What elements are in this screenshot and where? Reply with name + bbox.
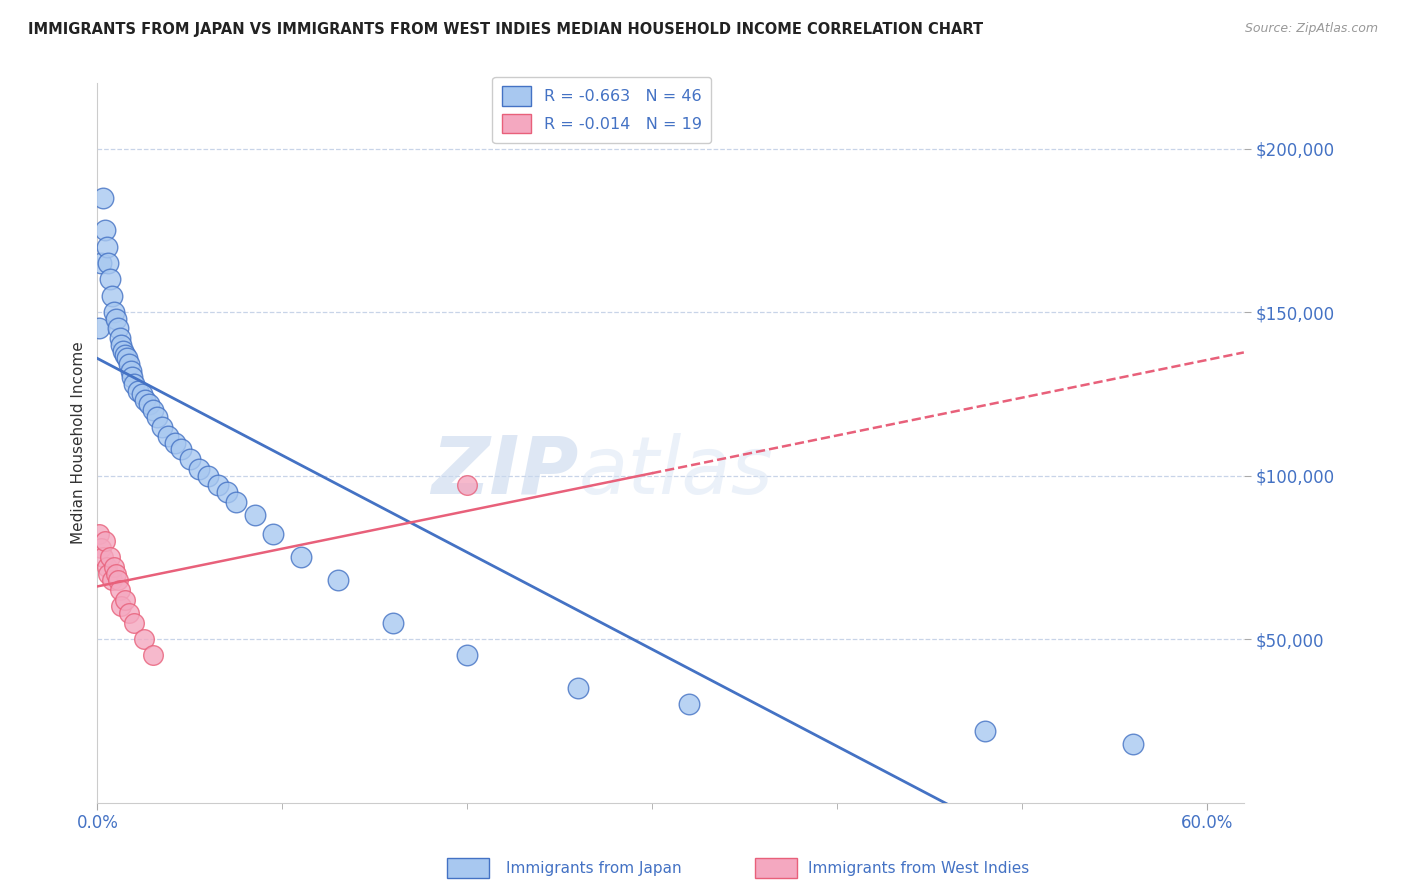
- Text: Immigrants from West Indies: Immigrants from West Indies: [808, 861, 1029, 876]
- Point: [131, 387, 153, 401]
- Point: [118, 358, 141, 372]
- Point: [456, 478, 478, 492]
- Point: [104, 311, 127, 326]
- Text: Immigrants from Japan: Immigrants from Japan: [506, 861, 682, 876]
- Point: [107, 573, 129, 587]
- Point: [98, 272, 121, 286]
- Y-axis label: Median Household Income: Median Household Income: [72, 342, 86, 544]
- Point: [96, 560, 118, 574]
- Point: [118, 606, 141, 620]
- Point: [101, 573, 124, 587]
- Point: [90, 541, 112, 555]
- Point: [290, 550, 312, 565]
- Point: [127, 384, 149, 398]
- Point: [91, 191, 114, 205]
- Point: [108, 582, 131, 597]
- Point: [89, 527, 111, 541]
- Point: [91, 550, 114, 565]
- Point: [382, 615, 405, 630]
- Point: [225, 495, 247, 509]
- Point: [107, 321, 129, 335]
- Point: [124, 377, 146, 392]
- Text: atlas: atlas: [579, 433, 773, 510]
- Point: [115, 351, 138, 365]
- Point: [262, 527, 284, 541]
- Point: [163, 436, 186, 450]
- Legend: R = -0.663   N = 46, R = -0.014   N = 19: R = -0.663 N = 46, R = -0.014 N = 19: [492, 77, 711, 143]
- Point: [89, 321, 111, 335]
- Point: [120, 364, 142, 378]
- Point: [108, 331, 131, 345]
- Point: [456, 648, 478, 663]
- Point: [142, 403, 165, 417]
- Point: [188, 462, 211, 476]
- Point: [207, 478, 229, 492]
- Point: [110, 338, 132, 352]
- Text: IMMIGRANTS FROM JAPAN VS IMMIGRANTS FROM WEST INDIES MEDIAN HOUSEHOLD INCOME COR: IMMIGRANTS FROM JAPAN VS IMMIGRANTS FROM…: [28, 22, 983, 37]
- Point: [97, 566, 120, 581]
- Point: [90, 256, 112, 270]
- Text: Source: ZipAtlas.com: Source: ZipAtlas.com: [1244, 22, 1378, 36]
- Point: [97, 256, 120, 270]
- Point: [114, 592, 136, 607]
- Point: [96, 240, 118, 254]
- Point: [215, 485, 238, 500]
- Point: [1122, 737, 1144, 751]
- Point: [142, 648, 165, 663]
- Point: [243, 508, 266, 522]
- Point: [132, 632, 155, 646]
- Point: [138, 397, 160, 411]
- Point: [326, 573, 349, 587]
- Point: [197, 468, 219, 483]
- Point: [145, 409, 167, 424]
- Point: [121, 370, 143, 384]
- Point: [567, 681, 589, 695]
- Text: ZIP: ZIP: [432, 433, 579, 510]
- Point: [124, 615, 146, 630]
- Point: [101, 289, 124, 303]
- Point: [103, 560, 125, 574]
- Point: [94, 533, 117, 548]
- Point: [110, 599, 132, 614]
- Point: [156, 429, 179, 443]
- Point: [104, 566, 127, 581]
- Point: [134, 393, 156, 408]
- Point: [169, 442, 191, 457]
- Point: [114, 348, 136, 362]
- Point: [112, 344, 135, 359]
- Point: [678, 698, 700, 712]
- Point: [974, 723, 997, 738]
- Point: [150, 419, 173, 434]
- Point: [179, 452, 201, 467]
- Point: [98, 550, 121, 565]
- Point: [103, 305, 125, 319]
- Point: [94, 223, 117, 237]
